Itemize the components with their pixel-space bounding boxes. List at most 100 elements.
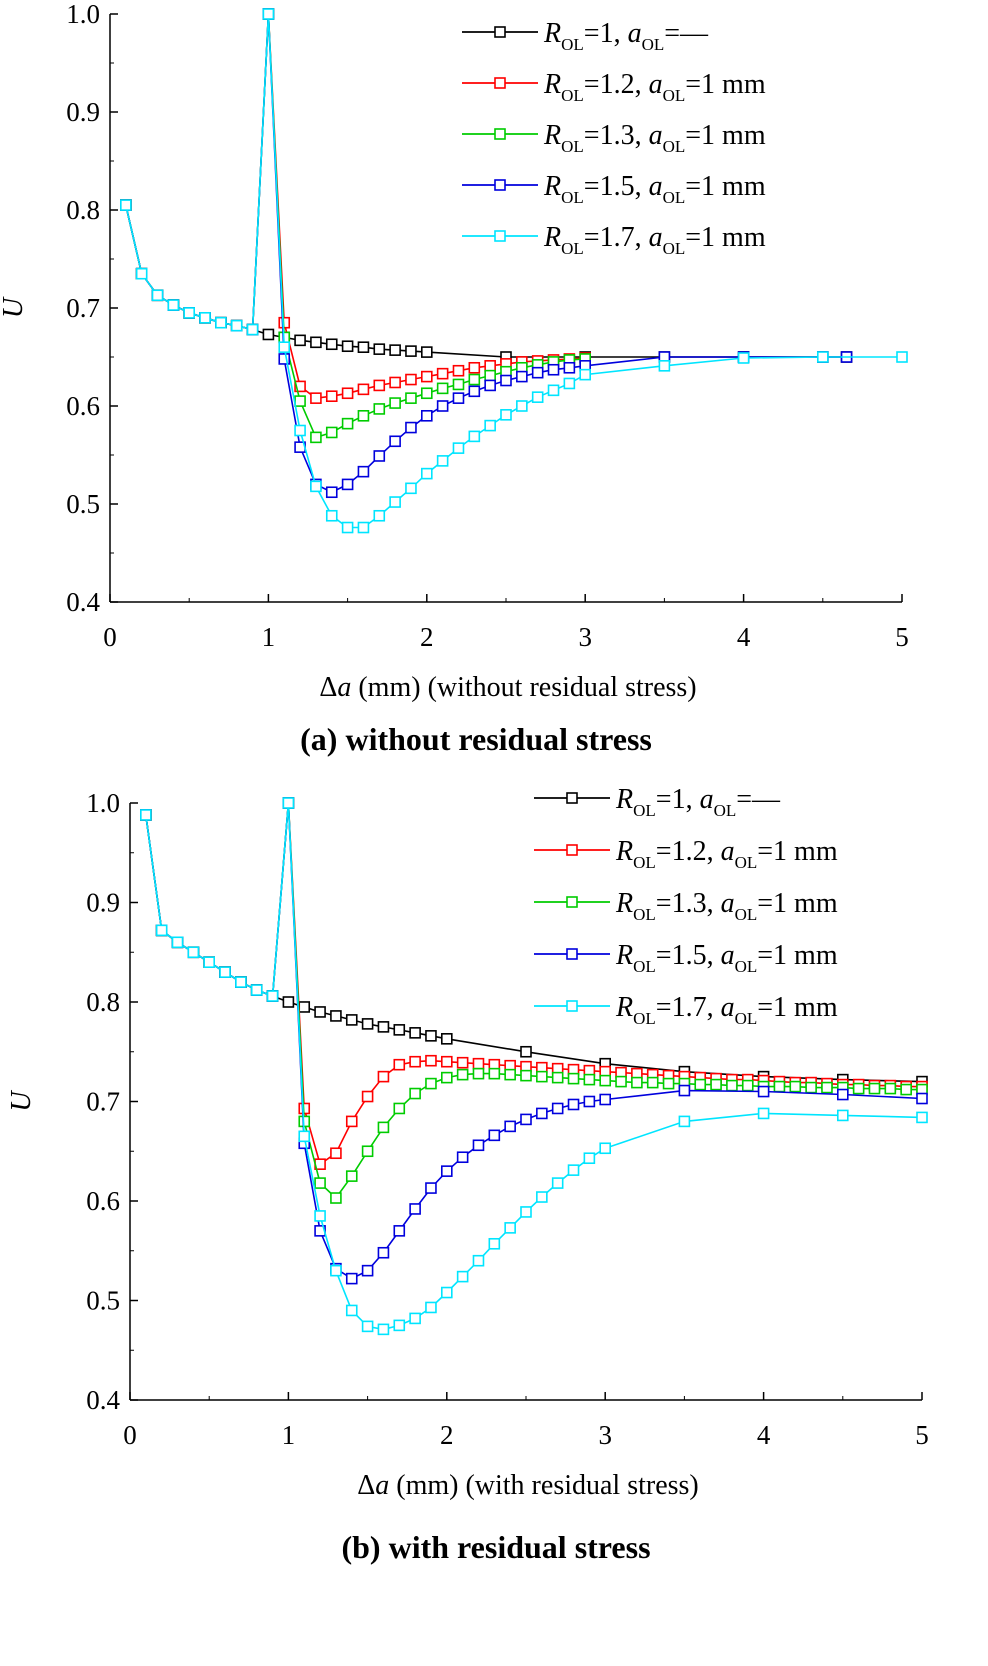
y-tick-label: 0.7: [86, 1087, 120, 1117]
data-point: [219, 966, 231, 978]
data-point: [468, 430, 481, 443]
legend-sub: OL: [663, 86, 686, 105]
data-point: [203, 956, 215, 969]
data-point: [393, 1024, 406, 1036]
data-point: [330, 1147, 342, 1160]
x-axis-label-delta: Δ: [357, 1470, 375, 1501]
legend-entry: ROL=1.5, aOL=1 mm: [462, 171, 766, 207]
legend-r-value: =1.3,: [584, 120, 649, 151]
data-point: [393, 1319, 406, 1332]
data-point: [294, 424, 306, 437]
legend-entry: ROL=1, aOL=—: [534, 784, 781, 820]
data-point: [282, 996, 295, 1008]
data-point: [436, 400, 449, 412]
data-point: [314, 1006, 326, 1018]
legend-entry: ROL=1.7, aOL=1 mm: [462, 222, 766, 258]
data-point: [710, 1078, 722, 1091]
data-point: [425, 1030, 437, 1042]
data-point: [405, 345, 417, 357]
data-point: [452, 442, 465, 454]
data-point: [484, 379, 496, 392]
data-point: [314, 1177, 326, 1189]
data-point: [373, 450, 386, 462]
data-point: [377, 1323, 390, 1336]
data-point: [836, 1088, 849, 1101]
legend-label: ROL=1, aOL=—: [615, 784, 781, 820]
y-tick-label: 0.7: [66, 293, 100, 323]
data-point: [452, 364, 465, 377]
legend-marker: [494, 230, 506, 242]
legend-a: a: [649, 120, 663, 151]
x-axis-label-var: a: [375, 1470, 389, 1501]
data-point: [583, 1095, 596, 1108]
data-point: [310, 480, 322, 493]
y-tick-label: 0.8: [86, 987, 120, 1017]
data-point: [405, 482, 417, 495]
data-point: [230, 319, 243, 332]
legend-a-value: =1 mm: [757, 992, 838, 1023]
legend-marker: [494, 179, 506, 191]
y-tick-label: 0.5: [66, 489, 100, 519]
data-point: [726, 1079, 738, 1092]
data-point: [266, 990, 279, 1002]
data-point: [504, 1222, 516, 1234]
data-point: [425, 1054, 437, 1067]
legend-a-value: =1 mm: [685, 69, 766, 100]
data-point: [520, 1206, 532, 1218]
data-point: [567, 1098, 580, 1111]
data-point: [456, 1056, 469, 1069]
data-point: [773, 1080, 786, 1093]
data-point: [567, 1164, 580, 1176]
legend-sub: OL: [663, 137, 686, 156]
data-point: [500, 409, 512, 421]
data-point: [436, 455, 449, 467]
data-point: [215, 316, 227, 329]
data-point: [330, 1192, 342, 1204]
data-point: [345, 1272, 358, 1285]
data-point: [420, 346, 433, 358]
legend-sub: OL: [633, 957, 656, 976]
data-point: [500, 374, 512, 387]
legend-label: ROL=1.2, aOL=1 mm: [543, 69, 766, 105]
data-point: [377, 1070, 390, 1083]
data-point: [484, 419, 496, 432]
x-tick-label: 3: [598, 1420, 612, 1450]
data-point: [420, 370, 433, 383]
data-point: [294, 395, 306, 407]
data-point: [361, 1145, 374, 1158]
data-point: [472, 1067, 485, 1080]
data-point: [436, 382, 449, 395]
legend-r-value: =1,: [656, 784, 700, 815]
data-point: [357, 465, 370, 478]
data-point: [325, 486, 338, 499]
data-point: [183, 307, 195, 319]
legend-sub: OL: [561, 35, 584, 54]
legend-marker: [494, 77, 506, 89]
legend-a: a: [649, 171, 663, 202]
series-4: [140, 797, 928, 1336]
data-point: [456, 1068, 469, 1081]
data-point: [440, 1071, 453, 1084]
data-point: [294, 380, 306, 393]
legend-sub: OL: [735, 905, 758, 924]
data-point: [199, 311, 211, 324]
legend-marker: [566, 792, 578, 804]
legend-marker: [566, 1000, 578, 1012]
data-point: [310, 336, 322, 349]
x-axis-label-delta: Δ: [319, 672, 337, 703]
data-point: [468, 373, 481, 386]
series-line: [145, 802, 923, 1331]
legend-entry: ROL=1.7, aOL=1 mm: [534, 992, 838, 1028]
y-tick-label: 0.6: [66, 391, 100, 421]
data-point: [373, 403, 386, 415]
data-point: [631, 1076, 643, 1089]
legend-marker: [494, 128, 506, 140]
data-point: [488, 1129, 501, 1142]
data-point: [409, 1203, 421, 1215]
data-point: [567, 1072, 580, 1085]
data-point: [345, 1304, 358, 1317]
data-point: [357, 383, 370, 396]
data-point: [409, 1087, 421, 1100]
data-point: [409, 1027, 421, 1039]
x-axis-label: Δa (mm) (without residual stress): [319, 672, 696, 703]
